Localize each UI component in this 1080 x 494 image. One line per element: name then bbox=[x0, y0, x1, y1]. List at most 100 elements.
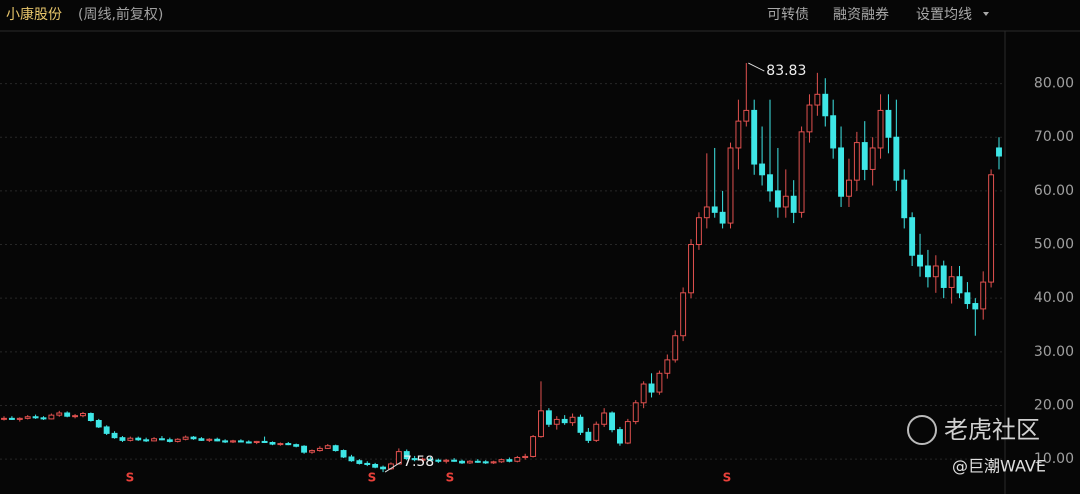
candle-body bbox=[932, 265, 939, 278]
candle-body bbox=[498, 459, 505, 463]
candle-body bbox=[356, 460, 363, 464]
candle-body bbox=[48, 414, 55, 420]
candle-body bbox=[293, 444, 300, 447]
candle-body bbox=[443, 459, 450, 462]
candle-body bbox=[640, 383, 647, 404]
candle-body bbox=[980, 281, 987, 310]
candle-body bbox=[838, 147, 845, 197]
candle-body bbox=[482, 461, 489, 464]
candle-body bbox=[316, 447, 323, 452]
annotation-arrow bbox=[748, 62, 765, 72]
candle-body bbox=[988, 174, 995, 283]
candle-body bbox=[538, 410, 544, 438]
candle-body bbox=[624, 421, 631, 444]
stock-name: 小康股份 bbox=[6, 6, 62, 23]
candle-body bbox=[411, 458, 418, 461]
candle-body bbox=[553, 418, 560, 425]
candle-body bbox=[24, 416, 31, 419]
candle-body bbox=[901, 179, 908, 219]
candle-body bbox=[806, 104, 813, 133]
candle-body bbox=[309, 450, 315, 453]
candle-body bbox=[774, 190, 781, 208]
candle-body bbox=[261, 440, 268, 443]
menu-item[interactable]: 可转债 bbox=[767, 7, 809, 23]
candle-body bbox=[964, 292, 971, 305]
candle-body bbox=[285, 443, 292, 446]
candle-body bbox=[814, 93, 821, 106]
candle-body bbox=[166, 439, 173, 442]
candle-body bbox=[956, 276, 963, 294]
watermark-brand: 老虎社区 bbox=[944, 416, 1040, 444]
candle-body bbox=[648, 383, 655, 393]
candle-body bbox=[924, 265, 931, 278]
candle-body bbox=[893, 136, 900, 181]
candle-body bbox=[711, 206, 718, 213]
candle-body bbox=[301, 445, 308, 453]
candle-body bbox=[940, 265, 947, 288]
candle-body bbox=[324, 445, 331, 449]
candle-body bbox=[474, 460, 481, 463]
candle-body bbox=[364, 462, 371, 465]
candle-body bbox=[790, 195, 797, 213]
annotation-label: 83.83 bbox=[766, 63, 806, 79]
candle-body bbox=[948, 276, 955, 288]
candle-body bbox=[782, 195, 789, 208]
annotation-label: 7.58 bbox=[403, 454, 434, 470]
candle-body bbox=[861, 142, 868, 170]
candle-body bbox=[798, 131, 805, 213]
candle-body bbox=[917, 254, 923, 267]
candle-body bbox=[253, 440, 260, 443]
y-tick-label: 80.00 bbox=[1034, 76, 1074, 92]
y-tick-label: 20.00 bbox=[1034, 397, 1074, 413]
candle-body bbox=[459, 460, 465, 464]
candle-body bbox=[972, 303, 979, 310]
annotation-arrow bbox=[384, 461, 402, 473]
candle-body bbox=[32, 416, 39, 419]
candle-body bbox=[158, 438, 165, 441]
candle-body bbox=[332, 445, 339, 452]
candle-body bbox=[846, 179, 852, 197]
candle-body bbox=[214, 438, 221, 442]
candle-body bbox=[64, 412, 71, 417]
signal-marker: S bbox=[723, 471, 732, 485]
candle-body bbox=[569, 416, 576, 424]
candle-body bbox=[111, 432, 118, 439]
candle-body bbox=[127, 437, 134, 441]
candle-body bbox=[206, 438, 213, 441]
candle-body bbox=[727, 147, 734, 224]
candle-body bbox=[735, 120, 742, 149]
candle-body bbox=[530, 436, 537, 457]
y-tick-label: 60.00 bbox=[1034, 183, 1074, 199]
candle-body bbox=[348, 456, 355, 462]
candle-body bbox=[119, 437, 126, 441]
candle-body bbox=[427, 458, 434, 461]
dropdown-icon[interactable] bbox=[983, 12, 989, 16]
candle-body bbox=[16, 417, 23, 420]
candle-body bbox=[174, 438, 181, 442]
candle-body bbox=[506, 459, 513, 462]
menu-item[interactable]: 融资融券 bbox=[833, 7, 889, 23]
candle-body bbox=[245, 441, 252, 444]
y-tick-label: 30.00 bbox=[1034, 344, 1074, 360]
candle-body bbox=[8, 417, 15, 420]
candle-body bbox=[190, 436, 197, 440]
candle-body bbox=[135, 437, 142, 441]
menu-item[interactable]: 设置均线 bbox=[916, 7, 972, 23]
candle-body bbox=[198, 438, 205, 441]
candle-body bbox=[688, 244, 694, 294]
signal-marker: S bbox=[446, 471, 455, 485]
candle-body bbox=[435, 459, 442, 462]
candle-body bbox=[680, 292, 687, 337]
candle-body bbox=[87, 413, 94, 421]
candle-body bbox=[719, 211, 726, 224]
candle-body bbox=[877, 109, 884, 149]
candle-body bbox=[695, 217, 702, 246]
candle-body bbox=[577, 416, 584, 433]
candle-body bbox=[277, 443, 284, 446]
candle-body bbox=[490, 461, 497, 464]
watermark-icon bbox=[907, 415, 937, 445]
candle-body bbox=[609, 412, 616, 431]
candle-body bbox=[672, 335, 679, 361]
candle-body bbox=[767, 174, 773, 192]
candle-body bbox=[95, 419, 102, 428]
